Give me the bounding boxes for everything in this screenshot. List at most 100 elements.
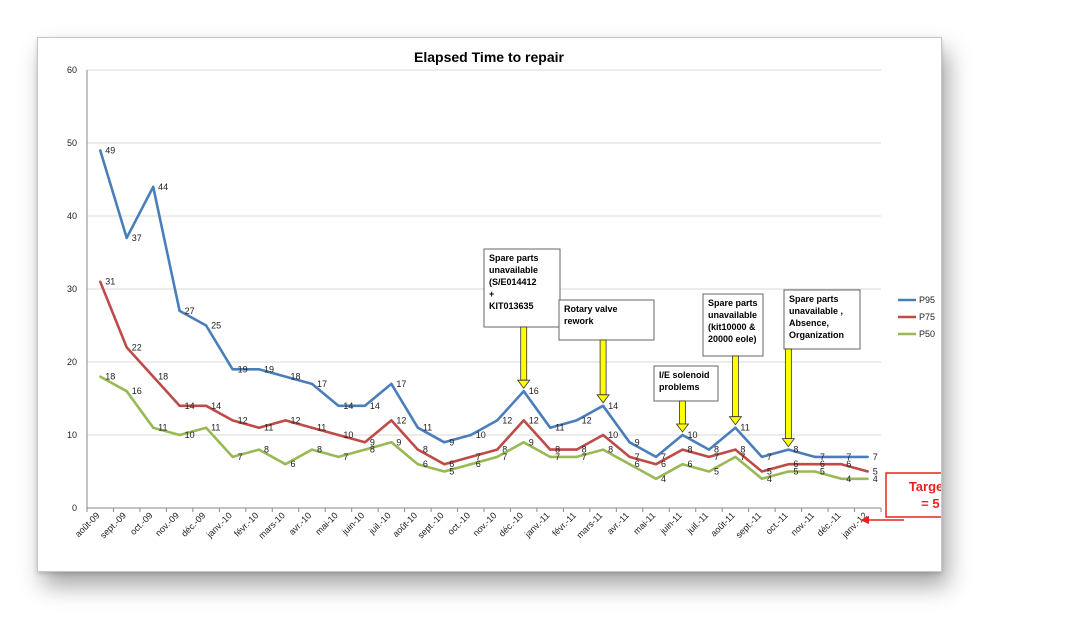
data-label: 14 [370, 401, 380, 411]
annotation-arrow-head [675, 423, 690, 433]
data-point [390, 419, 393, 422]
data-label: 9 [529, 437, 534, 447]
data-label: 6 [661, 459, 666, 469]
target-text: Target ETTR [909, 479, 941, 494]
data-point [866, 477, 869, 480]
data-point [178, 433, 181, 437]
data-label: 27 [185, 306, 195, 316]
data-point [628, 455, 631, 459]
data-point [443, 441, 446, 444]
chart-card: Elapsed Time to repair 0 10 20 30 40 50 60 août-… [37, 37, 942, 572]
data-point [760, 455, 764, 459]
annotation-box [702, 293, 764, 357]
series-line-p75 [98, 281, 869, 473]
data-label: 7 [873, 452, 878, 462]
y-tick-label: 10 [67, 430, 77, 440]
annotation-text: I/E solenoid [659, 370, 710, 380]
x-tick-label: janv.-10 [204, 510, 234, 540]
data-label: 6 [423, 459, 428, 469]
data-label: 8 [582, 445, 587, 455]
data-label: 6 [635, 459, 640, 469]
y-tick-label: 40 [67, 211, 77, 221]
data-label: 8 [714, 445, 719, 455]
data-point [813, 470, 817, 473]
data-label: 10 [185, 430, 195, 440]
data-point [363, 441, 367, 444]
data-label: 44 [158, 182, 168, 192]
data-point [99, 280, 102, 283]
data-point [522, 390, 525, 393]
x-tick-label: août-10 [391, 510, 420, 539]
data-label: 12 [396, 415, 406, 425]
data-label: 7 [714, 452, 719, 462]
data-point [787, 463, 790, 466]
data-label: 12 [582, 415, 592, 425]
data-label: 11 [740, 423, 749, 433]
data-label: 5 [820, 467, 825, 477]
data-label: 7 [846, 452, 851, 462]
x-tick-label: avr.-11 [605, 510, 631, 536]
data-point [548, 448, 552, 451]
data-label: 11 [264, 423, 273, 433]
data-point [390, 382, 393, 386]
data-point [416, 426, 420, 429]
data-point [787, 448, 790, 451]
x-tick-label: oct.-09 [128, 510, 155, 537]
data-point [416, 448, 420, 451]
x-tick-label: août-09 [73, 510, 102, 539]
data-label: 4 [767, 474, 772, 484]
data-label: 16 [529, 386, 539, 396]
data-point [284, 375, 287, 378]
data-point [99, 149, 102, 152]
data-label: 4 [846, 474, 851, 484]
data-label: 19 [264, 364, 274, 374]
data-label: 11 [423, 423, 432, 433]
data-label: 8 [793, 445, 798, 455]
data-point [363, 448, 367, 451]
data-point [443, 463, 446, 466]
series-line-p95 [98, 149, 868, 459]
annotation-arrow-shaft [599, 339, 607, 396]
x-tick-label: nov.-11 [789, 510, 816, 537]
data-point [734, 426, 737, 429]
chart-title: Elapsed Time to repair [414, 49, 564, 65]
x-tick-label: juil.-11 [684, 510, 710, 536]
data-point [734, 455, 737, 459]
legend-label: P75 [919, 312, 935, 322]
legend-label: P50 [919, 329, 935, 339]
data-label: 8 [688, 445, 693, 455]
x-tick-label: oct.-10 [446, 510, 473, 537]
data-label: 9 [635, 437, 640, 447]
data-label: 8 [264, 445, 269, 455]
data-label: 6 [476, 459, 481, 469]
x-tick-label: déc.-11 [815, 510, 843, 538]
annotation-arrow-shaft [732, 355, 739, 418]
data-label: 8 [370, 445, 375, 455]
x-tick-label: mars-10 [256, 510, 286, 540]
data-point [628, 463, 631, 466]
data-label: 8 [317, 445, 322, 455]
data-label: 5 [793, 467, 798, 477]
data-point [284, 463, 287, 466]
data-point [469, 455, 472, 459]
data-point [681, 463, 684, 466]
data-point [151, 375, 155, 378]
x-tick-label: févr.-11 [550, 510, 578, 538]
data-label: 10 [476, 430, 486, 440]
data-label: 9 [449, 437, 454, 447]
data-label: 5 [767, 467, 772, 477]
y-tick-label: 50 [67, 138, 77, 148]
data-label: 14 [608, 401, 618, 411]
data-point [840, 477, 843, 480]
data-point [231, 455, 234, 459]
y-tick-label: 30 [67, 284, 77, 294]
annotation-arrow-head [596, 394, 610, 404]
data-point [840, 463, 843, 466]
annotation-box [483, 248, 561, 328]
data-label: 7 [476, 452, 481, 462]
data-point [813, 455, 817, 459]
data-label: 6 [291, 459, 296, 469]
data-label: 5 [449, 467, 454, 477]
data-point [257, 448, 261, 451]
data-point [866, 470, 869, 473]
